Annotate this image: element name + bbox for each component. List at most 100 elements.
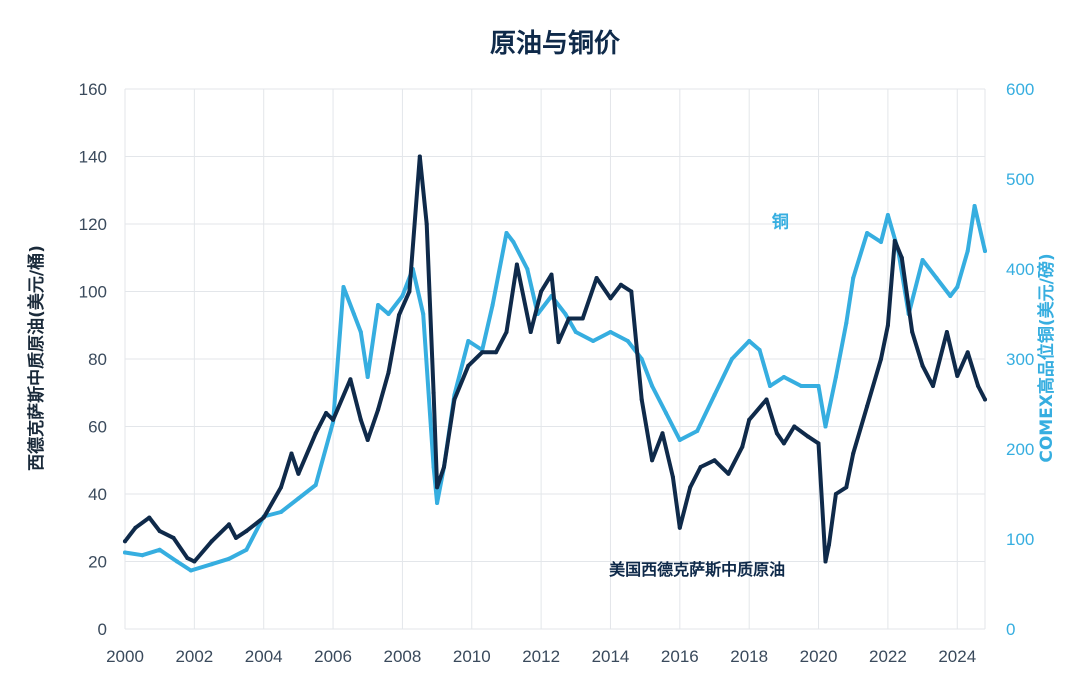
oil-series-point [698, 465, 703, 469]
right-axis-label: COMEX高品位铜(美元/磅) [1036, 253, 1057, 462]
oil-series-point [670, 475, 675, 480]
oil-series-point [931, 384, 935, 388]
copper-series-point [972, 204, 977, 208]
oil-series-point [580, 316, 585, 321]
oil-series-point [660, 431, 665, 436]
oil-series-point [424, 222, 429, 226]
copper-series-point [313, 483, 318, 487]
x-tick-label: 2012 [522, 647, 560, 666]
oil-series-point [781, 441, 786, 446]
oil-series-point [296, 471, 301, 476]
copper-series-point [920, 258, 925, 262]
oil-series-point [740, 444, 745, 449]
copper-series-point [188, 568, 193, 573]
left-tick-label: 0 [98, 620, 107, 639]
copper-series-point [955, 285, 960, 289]
copper-series-point [650, 384, 655, 388]
oil-series-point [185, 556, 190, 561]
copper-series-point [244, 547, 249, 552]
copper-series-point [123, 550, 127, 555]
oil-series-point [417, 154, 422, 159]
oil-series-point [899, 255, 904, 260]
oil-series-point [608, 296, 613, 301]
copper-series-point [865, 231, 870, 235]
left-tick-label: 120 [79, 215, 107, 234]
oil-series-point [157, 529, 162, 534]
copper-series-point [227, 556, 231, 561]
copper-series-point [351, 312, 356, 316]
oil-series-point [556, 340, 561, 345]
oil-series-point [504, 330, 509, 334]
oil-series-point [435, 485, 440, 490]
oil-series-point [539, 289, 544, 294]
oil-series-point [494, 350, 498, 355]
right-tick-label: 0 [1006, 620, 1015, 639]
copper-series-point [757, 348, 762, 352]
copper-series-line [123, 204, 987, 573]
copper-series-point [490, 303, 495, 307]
copper-series-point [400, 294, 405, 298]
copper-series-point [504, 231, 509, 235]
right-tick-label: 300 [1006, 350, 1034, 369]
x-tick-label: 2020 [800, 647, 838, 666]
copper-series-point [664, 411, 668, 415]
oil-series-point [279, 485, 283, 490]
copper-series-point [525, 267, 530, 271]
oil-series-point [639, 397, 644, 402]
copper-series-point [157, 547, 162, 552]
copper-series-point [563, 312, 568, 316]
copper-series-point [209, 562, 214, 567]
right-tick-label: 400 [1006, 260, 1034, 279]
oil-series-point [650, 458, 655, 463]
x-tick-label: 2010 [453, 647, 491, 666]
left-axis-ticks: 0 20 40 60 80 100 120 140 160 [79, 80, 107, 639]
copper-series-point [386, 312, 391, 316]
left-tick-label: 80 [88, 350, 107, 369]
copper-series-point [965, 249, 970, 253]
copper-series-point [511, 240, 516, 244]
x-axis-ticks: 2000 2002 2004 2006 2008 2010 2012 2014 2016 2018… [106, 647, 976, 666]
oil-series-point [324, 411, 329, 415]
copper-series-point [175, 559, 179, 564]
oil-series-point [764, 397, 769, 402]
copper-series-point [983, 249, 987, 253]
oil-series-point [234, 535, 238, 540]
copper-series-point [639, 357, 644, 361]
x-tick-label: 2008 [384, 647, 422, 666]
oil-series-point [244, 529, 249, 534]
x-tick-label: 2006 [314, 647, 352, 666]
oil-series-point [566, 316, 571, 321]
copper-series-point [341, 285, 346, 289]
oil-series-point [192, 559, 197, 564]
oil-series-point [594, 276, 599, 280]
oil-series-point [358, 417, 363, 422]
copper-series-point [279, 510, 283, 514]
oil-series-point [480, 350, 485, 355]
oil-series-point [629, 289, 634, 294]
oil-series-point [816, 441, 821, 446]
oil-series-point [851, 451, 856, 456]
copper-series-point [573, 330, 578, 334]
copper-series-point [608, 330, 613, 334]
copper-series-point [677, 438, 682, 442]
right-tick-label: 600 [1006, 80, 1034, 99]
oil-series-label: 美国西德克萨斯中质原油 [609, 560, 785, 579]
oil-series-point [452, 397, 457, 402]
oil-series-point [726, 471, 731, 476]
copper-series-point [816, 384, 821, 388]
copper-series-point [695, 429, 700, 433]
oil-series-point [833, 492, 838, 496]
copper-series-point [823, 424, 828, 429]
copper-series-point [376, 303, 381, 307]
oil-series-point [677, 525, 682, 530]
oil-series-point [431, 390, 436, 395]
copper-series-point [140, 553, 145, 558]
oil-series-point [983, 397, 987, 402]
oil-series-point [331, 417, 336, 422]
x-tick-label: 2022 [869, 647, 907, 666]
copper-series-point [948, 294, 953, 298]
x-tick-label: 2016 [661, 647, 699, 666]
oil-series-point [528, 330, 533, 334]
copper-series-point [625, 339, 630, 343]
left-tick-label: 140 [79, 148, 107, 167]
